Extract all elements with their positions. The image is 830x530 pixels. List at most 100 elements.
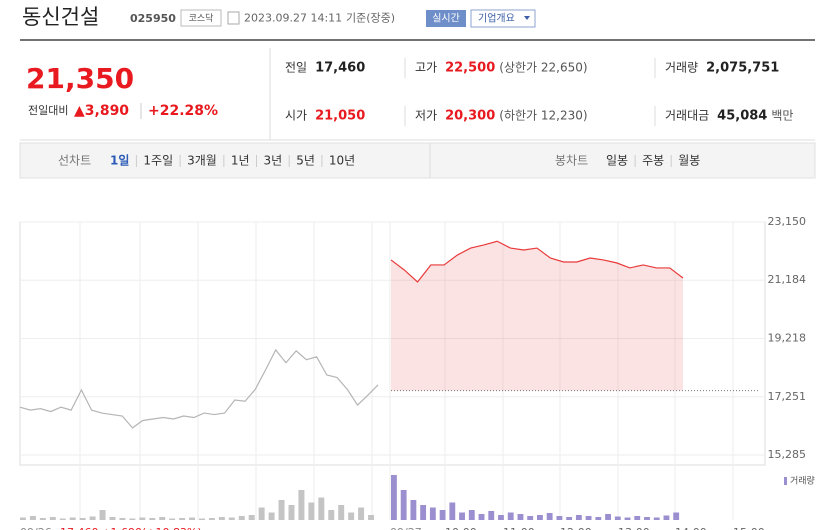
- volume-bar: [517, 514, 524, 520]
- period-tab[interactable]: 1일: [110, 154, 129, 168]
- volume-bar: [449, 502, 456, 520]
- stat-value: 20,300: [445, 109, 495, 124]
- volume-bar: [585, 516, 592, 520]
- x-tick-label: 17,460 ▲1,690(+10.83%): [60, 526, 202, 530]
- period-tab[interactable]: 1년: [231, 154, 250, 168]
- volume-bar: [99, 510, 106, 520]
- volume-bar: [488, 511, 495, 520]
- period-tab[interactable]: 5년: [296, 154, 315, 168]
- grid: [79, 222, 734, 520]
- stat-label: 거래대금: [665, 109, 709, 123]
- volume-bar: [478, 514, 485, 520]
- y-tick-label: 17,251: [768, 390, 807, 403]
- volume-bar: [420, 505, 427, 520]
- company-info-btn[interactable]: [470, 9, 536, 28]
- volume-bar: [507, 512, 514, 520]
- volume-bar: [546, 513, 553, 520]
- change-pct: +22.28%: [148, 103, 218, 119]
- stat-extra: (하한가 12,230): [499, 109, 587, 123]
- period-tab[interactable]: 10년: [329, 154, 355, 168]
- x-tick-label: 09/26: [20, 526, 52, 530]
- volume-bar: [268, 512, 275, 520]
- stat-value: 21,050: [315, 109, 365, 124]
- volume-bar: [318, 497, 325, 520]
- period-tab[interactable]: 1주일: [143, 154, 173, 168]
- volume-bar: [258, 507, 265, 520]
- y-tick-label: 23,150: [768, 215, 807, 228]
- volume-bar: [298, 490, 305, 520]
- stat-value: 2,075,751: [706, 61, 779, 76]
- volume-bar: [59, 518, 66, 520]
- x-tick-label: 15:00: [733, 526, 765, 530]
- volume-bar: [159, 517, 166, 520]
- plot: 23,150 21,184 19,218 17,251 15,285 09/26 17,46…: [19, 215, 807, 530]
- volume-bar: [614, 516, 621, 520]
- x-tick-label: 10:00: [445, 526, 477, 530]
- volume-bar: [537, 515, 543, 520]
- tabs: 1일 1주일 3개월 1년 3년 5년 10년 일봉 주봉 월봉: [110, 154, 700, 168]
- stat-label: 고가: [415, 61, 437, 75]
- market-badge: [180, 9, 222, 27]
- volume-bar: [69, 517, 76, 520]
- tab-bar: [19, 142, 816, 179]
- volume-bar: [358, 507, 365, 520]
- realtime-badge[interactable]: [426, 10, 466, 27]
- basis: 기준(장중): [346, 12, 395, 25]
- x-tick-label: 12:00: [560, 526, 592, 530]
- volume-bar: [368, 515, 375, 520]
- line-chart-label: 선차트: [58, 154, 91, 168]
- volume-bar: [575, 515, 582, 520]
- volume-bar: [20, 517, 26, 520]
- volume-bar: [189, 517, 196, 520]
- company-info[interactable]: 기업개요: [478, 12, 515, 25]
- volume-bar: [410, 500, 417, 520]
- x-tick-label: 14:00: [675, 526, 707, 530]
- volume-bar: [644, 517, 650, 520]
- stat-value: 17,460: [315, 61, 365, 76]
- volume-bar: [498, 515, 504, 520]
- period-tab[interactable]: 3년: [264, 154, 283, 168]
- volume-bar: [556, 516, 563, 520]
- volume-bar: [348, 512, 355, 520]
- volume-bar: [566, 517, 573, 520]
- stock-name: 동신건설: [22, 5, 99, 29]
- volume-bar: [119, 518, 126, 520]
- volume-legend-box: [783, 474, 817, 488]
- volume-bar: [79, 518, 86, 520]
- volume-bar: [129, 518, 136, 520]
- volume-bar: [400, 490, 407, 520]
- volume-bar: [653, 517, 660, 520]
- area: [391, 241, 683, 391]
- period-tab[interactable]: 3개월: [187, 154, 217, 168]
- candle-chart-label: 봉차트: [555, 154, 588, 168]
- volume-bar: [328, 510, 335, 520]
- x-tick-label: 11:00: [503, 526, 535, 530]
- volume-bar: [149, 518, 156, 520]
- volume-bar: [238, 516, 245, 520]
- volume-bar: [49, 517, 56, 520]
- stat-value: 22,500: [445, 61, 495, 76]
- stat-value: 45,084: [717, 109, 767, 124]
- realtime[interactable]: 실시간: [432, 13, 460, 25]
- market: 코스닥: [189, 13, 214, 24]
- stats: 전일 17,460 고가 22,500 (상한가 22,650) 거래량 2,075,751…: [285, 61, 793, 124]
- volume-bar: [673, 512, 680, 520]
- volume-bar: [459, 512, 465, 520]
- y-tick-label: 19,218: [768, 331, 807, 344]
- candle-tab[interactable]: 월봉: [678, 154, 700, 168]
- price-line: [390, 240, 684, 283]
- volume-bar: [199, 518, 205, 520]
- candle-tab[interactable]: 일봉: [606, 154, 628, 168]
- dropdown-arrow: [524, 16, 530, 20]
- x-tick-label: 09/27: [390, 526, 422, 530]
- change-label: 전일대비: [28, 103, 68, 117]
- price: 21,350: [26, 62, 134, 95]
- volume-bar: [338, 505, 345, 520]
- stat-label: 저가: [415, 109, 437, 123]
- volume-bar: [208, 518, 215, 520]
- candle-tab[interactable]: 주봉: [642, 154, 664, 168]
- volume-bar: [248, 515, 255, 520]
- volume-bar: [89, 516, 96, 520]
